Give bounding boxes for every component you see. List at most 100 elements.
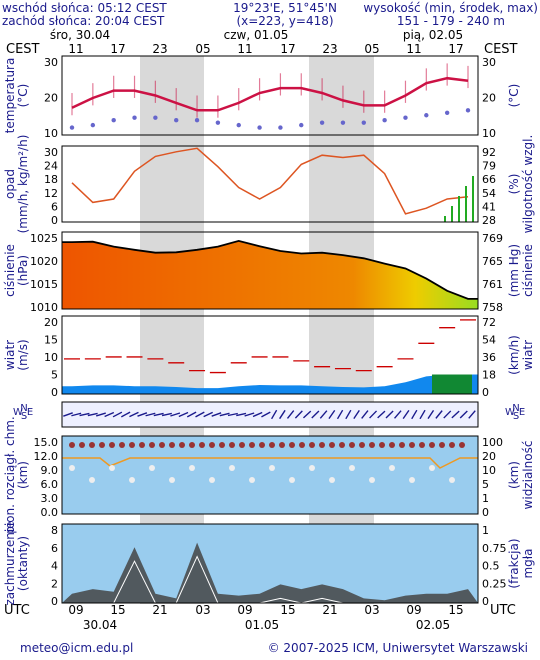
y-tick-left: 1010 xyxy=(30,301,58,314)
y-tick-right: 769 xyxy=(482,232,503,245)
y-tick-left: 3.0 xyxy=(41,492,59,505)
wind-arrow xyxy=(95,412,106,417)
night-band-1 xyxy=(140,56,204,604)
cloud-base-high-dot xyxy=(309,442,315,448)
y-tick-left: 24 xyxy=(44,160,58,173)
y-tick-right: 54 xyxy=(482,187,496,200)
compass-left: W xyxy=(13,407,23,418)
cloud-base-low-dot xyxy=(229,465,235,471)
wind-arrow xyxy=(211,412,222,417)
y-tick-right: 100 xyxy=(482,436,503,449)
wind-arrow xyxy=(369,410,378,419)
cloud-base-high-dot xyxy=(159,442,165,448)
cloud-base-high-dot xyxy=(349,442,355,448)
cloud-base-high-dot xyxy=(369,442,375,448)
wind-arrow xyxy=(227,412,238,417)
day-label-1: śro, 30.04 xyxy=(50,28,110,42)
cloud-base-high-dot xyxy=(219,442,225,448)
wind-arrow xyxy=(345,409,352,420)
y-tick-left: 10 xyxy=(44,127,58,140)
ylabel-left: pion. rozciągł. chm. xyxy=(3,416,17,534)
yunit-right: (km) xyxy=(507,461,521,489)
cloud-base-low-dot xyxy=(409,477,415,483)
y-tick-right: 79 xyxy=(482,160,496,173)
y-tick-right: 30 xyxy=(482,56,496,69)
yunit-right: (frakcja) xyxy=(507,538,521,588)
bottom-tick-label: 15 xyxy=(448,603,463,617)
cloud-base-high-dot xyxy=(399,442,405,448)
wind-arrow xyxy=(427,409,435,420)
wind-mean-area xyxy=(62,374,478,394)
panel-frame-vis xyxy=(61,435,479,515)
dewpoint-dot xyxy=(382,117,387,123)
cloud-base-low-dot xyxy=(109,465,115,471)
wind-arrow xyxy=(443,410,452,419)
yunit-left: (°C) xyxy=(16,84,30,108)
bottom-tick-label: 03 xyxy=(195,603,210,617)
top-tick-label: 11 xyxy=(237,42,252,56)
panel-frame-temp xyxy=(61,55,479,136)
yunit-right: (°C) xyxy=(507,84,521,108)
compass-right: E xyxy=(519,407,525,418)
y-tick-right: 92 xyxy=(482,146,496,159)
sunset-text: zachód słońca: 20:04 CEST xyxy=(2,14,165,28)
wind-arrow xyxy=(279,409,286,420)
wind-strong-area xyxy=(432,374,472,394)
compass-right: W xyxy=(505,407,515,418)
y-tick-left: 6 xyxy=(51,542,58,555)
cloud-base-high-dot xyxy=(109,442,115,448)
vis-sky xyxy=(62,436,478,514)
cloud-base-high-dot xyxy=(459,442,465,448)
wind-arrow xyxy=(79,412,90,417)
dewpoint-dot xyxy=(174,117,179,123)
y-tick-left: 12 xyxy=(44,187,58,200)
y-tick-left: 30 xyxy=(44,146,58,159)
wind-arrow xyxy=(170,412,181,417)
dewpoint-dot xyxy=(111,117,116,123)
height-title: wysokość (min, środek, max) xyxy=(363,1,538,15)
y-tick-left: 15.0 xyxy=(34,436,59,449)
y-tick-right: 66 xyxy=(482,173,496,186)
y-tick-right: 0 xyxy=(482,595,489,608)
y-tick-right: 0 xyxy=(482,506,489,519)
bottom-tick-label: 21 xyxy=(322,603,337,617)
dewpoint-dot xyxy=(90,122,96,128)
y-tick-right: 5 xyxy=(482,478,489,491)
wind-arrow xyxy=(419,409,426,420)
top-tick-label: 23 xyxy=(152,42,167,56)
wind-arrow xyxy=(145,412,156,417)
top-tick-label: 05 xyxy=(364,42,379,56)
bottom-tick-label: 09 xyxy=(237,603,252,617)
wind-arrow xyxy=(435,410,443,419)
footer-email[interactable]: meteo@icm.edu.pl xyxy=(20,641,133,655)
bottom-tick-label: 21 xyxy=(152,603,167,617)
bottom-tick-label: 09 xyxy=(68,603,83,617)
wind-arrow xyxy=(328,410,336,419)
wind-arrow xyxy=(385,410,394,419)
cloud-base-high-dot xyxy=(389,442,395,448)
cloud-base-low-dot xyxy=(249,477,255,483)
y-tick-left: 8 xyxy=(51,524,58,537)
y-tick-left: 10 xyxy=(44,351,58,364)
wind-arrow xyxy=(261,411,271,418)
visibility-line xyxy=(62,457,478,469)
coords-text: 19°23'E, 51°45'N xyxy=(233,1,337,15)
cloud-base-high-dot xyxy=(89,442,95,448)
y-tick-left: 4 xyxy=(51,560,58,573)
wind-arrow xyxy=(394,410,402,419)
y-tick-right: 28 xyxy=(482,214,496,227)
cloud-cover-area xyxy=(62,542,478,603)
wind-arrow xyxy=(252,411,263,418)
y-tick-left: 9.0 xyxy=(41,464,59,477)
wind-arrow xyxy=(353,409,360,420)
dewpoint-dot xyxy=(319,120,325,125)
y-tick-left: 2 xyxy=(51,577,58,590)
cloud-base-high-dot xyxy=(209,442,215,448)
dewpoint-dot xyxy=(194,117,200,123)
y-tick-left: 18 xyxy=(44,173,58,186)
cloud-base-high-dot xyxy=(79,442,85,448)
cloud-base-high-dot xyxy=(269,442,275,448)
wind-arrow xyxy=(71,412,82,417)
dewpoint-dot xyxy=(236,122,241,128)
